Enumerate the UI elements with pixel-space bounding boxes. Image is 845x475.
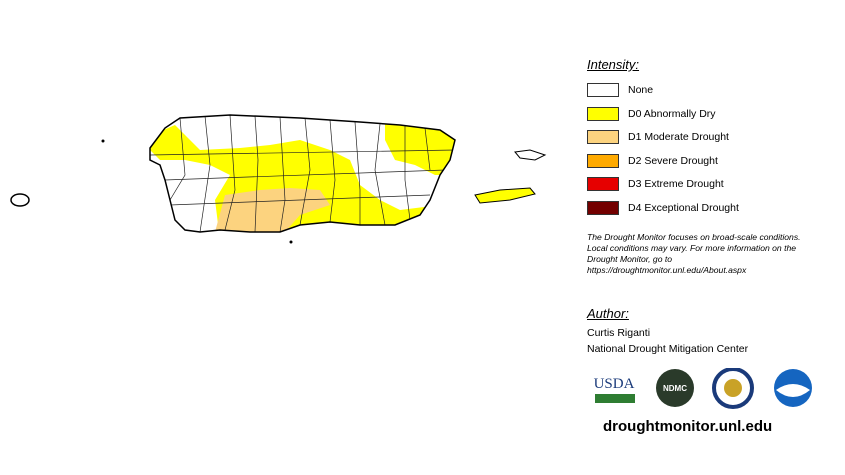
note: The Drought Monitor focuses on broad-sca… (587, 232, 801, 275)
legend-item: D2 Severe Drought (587, 153, 718, 169)
legend-title: Intensity: (587, 57, 640, 72)
logos: USDA NDMC (594, 368, 812, 409)
legend-item: D1 Moderate Drought (587, 129, 729, 145)
island-outline (149, 114, 456, 233)
legend-label: D1 Moderate Drought (628, 131, 729, 143)
legend-label: D3 Extreme Drought (628, 178, 724, 190)
site-url: droughtmonitor.unl.edu (603, 418, 773, 435)
ndmc-logo (656, 369, 694, 407)
d1-area (215, 188, 330, 232)
legend-swatch (587, 106, 619, 121)
legend-item: D4 Exceptional Drought (587, 200, 739, 216)
legend-swatch (587, 153, 619, 168)
author-title: Author: (587, 306, 629, 321)
legend-swatch (587, 130, 619, 144)
legend-label: D4 Exceptional Drought (628, 201, 739, 214)
legend-label: D0 Abnormally Dry (628, 107, 716, 120)
mona-island (10, 193, 30, 207)
drought-map (10, 114, 547, 244)
culebra (514, 149, 547, 161)
author-name: Curtis Riganti (587, 327, 651, 339)
doc-emblem (724, 379, 742, 397)
legend-item: D3 Extreme Drought (587, 176, 724, 192)
noaa-emblem (776, 384, 810, 397)
legend-swatch (587, 177, 619, 191)
author-org: National Drought Mitigation Center (587, 343, 749, 355)
islet (289, 240, 293, 244)
usda-logo: USDA (594, 376, 635, 392)
legend-item: None (587, 82, 653, 98)
usda-stripe (595, 394, 635, 403)
vieques (474, 187, 536, 204)
legend-label: None (628, 84, 654, 96)
legend-item: D0 Abnormally Dry (587, 106, 716, 122)
d0-area (385, 120, 455, 175)
legend-label: D2 Severe Drought (628, 154, 718, 167)
drought-areas (150, 115, 455, 232)
legend-swatch (587, 83, 619, 97)
ndmc-text: NDMC (663, 384, 687, 393)
legend-swatch (587, 200, 619, 215)
islet (101, 139, 105, 143)
